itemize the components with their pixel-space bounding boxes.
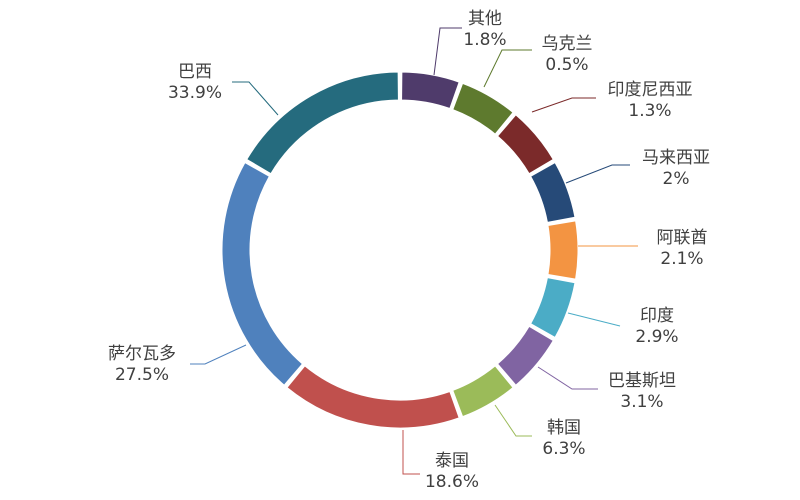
slice-label-value: 3.1% <box>620 392 663 412</box>
slice-label-name: 阿联酋 <box>657 228 708 248</box>
slice-2 <box>452 82 514 135</box>
slice-6 <box>530 277 576 339</box>
slice-label-value: 33.9% <box>168 83 222 103</box>
slice-4 <box>530 161 576 223</box>
slice-11 <box>246 71 399 175</box>
leader-line-7 <box>537 366 598 390</box>
slice-3 <box>496 114 554 175</box>
slice-label-name: 印度尼西亚 <box>608 80 693 100</box>
slice-label-value: 6.3% <box>542 439 585 459</box>
slice-label-value: 2.9% <box>635 327 678 347</box>
slice-label-value: 1.8% <box>463 30 506 50</box>
slice-label-name: 巴基斯坦 <box>608 371 676 391</box>
slice-7 <box>496 325 554 386</box>
slice-label-value: 18.6% <box>425 472 479 492</box>
donut-slices <box>221 71 579 429</box>
leader-line-6 <box>567 312 621 327</box>
leader-lines <box>190 27 638 475</box>
slice-1 <box>401 71 460 110</box>
slice-label-value: 0.5% <box>545 55 588 75</box>
slice-label-name: 巴西 <box>178 62 212 82</box>
leader-line-4 <box>565 164 630 184</box>
leader-line-10 <box>190 344 247 365</box>
slice-label-name: 萨尔瓦多 <box>108 344 176 364</box>
slice-10 <box>221 161 304 386</box>
leader-line-11 <box>232 81 279 116</box>
leader-line-3 <box>531 97 596 113</box>
leader-line-2 <box>483 49 532 88</box>
slice-label-name: 韩国 <box>547 418 581 438</box>
slice-label-value: 2.1% <box>660 249 703 269</box>
slice-label-name: 乌克兰 <box>542 34 593 54</box>
slice-9 <box>286 365 460 429</box>
slice-5 <box>547 220 579 280</box>
slice-label-name: 马来西亚 <box>642 148 710 168</box>
slice-label-name: 泰国 <box>435 451 469 471</box>
slice-label-value: 1.3% <box>628 101 671 121</box>
slice-label-name: 印度 <box>640 306 674 326</box>
leader-line-9 <box>402 430 420 475</box>
leader-line-8 <box>494 404 532 437</box>
slice-label-value: 2% <box>663 169 690 189</box>
slice-8 <box>452 365 514 418</box>
slice-label-name: 其他 <box>468 9 502 29</box>
leader-line-1 <box>433 27 462 76</box>
slice-label-value: 27.5% <box>115 365 169 385</box>
